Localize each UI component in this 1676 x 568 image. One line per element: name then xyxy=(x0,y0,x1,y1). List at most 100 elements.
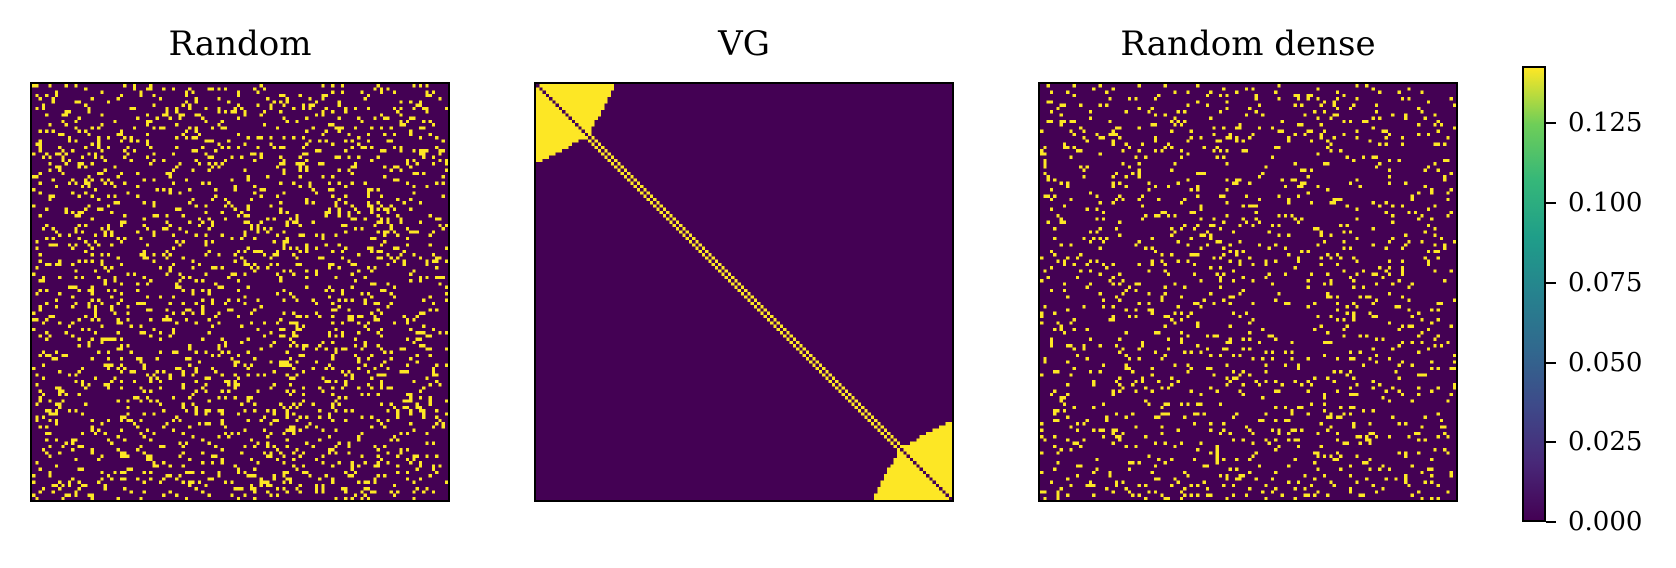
random-dense-heatmap-cell xyxy=(1391,113,1395,117)
random-heatmap-cell xyxy=(243,301,247,305)
random-dense-heatmap-cell xyxy=(1283,301,1287,305)
random-heatmap-cell xyxy=(337,197,341,201)
random-dense-heatmap-cell xyxy=(1423,116,1427,120)
vg-heatmap-cell xyxy=(542,110,546,114)
random-dense-heatmap-cell xyxy=(1176,305,1180,309)
random-dense-heatmap-cell xyxy=(1280,129,1284,133)
vg-heatmap-cell xyxy=(851,396,855,400)
random-heatmap-cell xyxy=(220,119,224,123)
random-dense-heatmap-cell xyxy=(1228,259,1232,263)
random-dense-heatmap-cell xyxy=(1348,106,1352,110)
vg-heatmap-cell xyxy=(896,464,900,468)
random-heatmap-cell xyxy=(363,480,367,484)
random-heatmap-cell xyxy=(366,321,370,325)
vg-heatmap-cell xyxy=(932,493,936,497)
random-heatmap-cell xyxy=(48,197,52,201)
random-heatmap-cell xyxy=(103,233,107,237)
vg-heatmap-cell xyxy=(922,490,926,494)
random-heatmap-cell xyxy=(412,149,416,153)
random-heatmap-cell xyxy=(246,350,250,354)
random-dense-heatmap-cell xyxy=(1140,379,1144,383)
random-heatmap-cell xyxy=(220,285,224,289)
random-dense-heatmap-cell xyxy=(1452,126,1456,130)
vg-heatmap-cell xyxy=(604,87,608,91)
vg-heatmap-cell xyxy=(539,90,543,94)
random-heatmap-cell xyxy=(379,422,383,426)
random-heatmap-cell xyxy=(331,110,335,114)
random-dense-heatmap-cell xyxy=(1368,441,1372,445)
vg-heatmap-cell xyxy=(932,470,936,474)
random-heatmap-cell xyxy=(321,132,325,136)
vg-heatmap-cell xyxy=(562,116,566,120)
random-dense-heatmap-cell xyxy=(1352,279,1356,283)
random-heatmap-cell xyxy=(41,103,45,107)
random-dense-heatmap-cell xyxy=(1394,477,1398,481)
random-dense-heatmap-cell xyxy=(1134,282,1138,286)
random-dense-heatmap-cell xyxy=(1300,383,1304,387)
vg-heatmap-cell xyxy=(929,474,933,478)
random-dense-heatmap-cell xyxy=(1166,214,1170,218)
random-heatmap-cell xyxy=(217,344,221,348)
random-dense-heatmap-cell xyxy=(1157,457,1161,461)
random-dense-heatmap-cell xyxy=(1066,145,1070,149)
random-dense-heatmap-cell xyxy=(1166,412,1170,416)
random-heatmap-cell xyxy=(87,132,91,136)
random-dense-heatmap-cell xyxy=(1235,126,1239,130)
vg-heatmap-cell xyxy=(903,467,907,471)
vg-heatmap-cell xyxy=(932,441,936,445)
vg-heatmap-cell xyxy=(623,175,627,179)
random-heatmap-cell xyxy=(337,103,341,107)
random-heatmap-cell xyxy=(51,243,55,247)
random-dense-heatmap-cell xyxy=(1446,158,1450,162)
random-heatmap-cell xyxy=(240,324,244,328)
random-dense-heatmap-cell xyxy=(1339,454,1343,458)
vg-heatmap-cell xyxy=(906,448,910,452)
random-heatmap-cell xyxy=(256,249,260,253)
vg-heatmap-cell xyxy=(575,110,579,114)
random-heatmap-cell xyxy=(324,106,328,110)
random-dense-heatmap-cell xyxy=(1404,243,1408,247)
vg-heatmap-cell xyxy=(945,422,949,426)
random-dense-heatmap-cell xyxy=(1040,279,1044,283)
vg-heatmap-cell xyxy=(877,496,881,500)
random-heatmap-cell xyxy=(220,145,224,149)
random-heatmap-cell xyxy=(308,181,312,185)
random-dense-heatmap-cell xyxy=(1085,262,1089,266)
vg-heatmap-cell xyxy=(750,295,754,299)
random-heatmap-cell xyxy=(292,106,296,110)
random-dense-heatmap-cell xyxy=(1192,457,1196,461)
random-heatmap-cell xyxy=(87,175,91,179)
random-heatmap-cell xyxy=(370,236,374,240)
random-heatmap-cell xyxy=(136,230,140,234)
vg-heatmap-cell xyxy=(568,100,572,104)
random-heatmap-cell xyxy=(344,201,348,205)
random-dense-heatmap-cell xyxy=(1374,435,1378,439)
vg-heatmap-cell xyxy=(539,129,543,133)
random-heatmap-cell xyxy=(337,181,341,185)
random-heatmap-cell xyxy=(97,207,101,211)
random-heatmap-cell xyxy=(366,292,370,296)
vg-heatmap-cell xyxy=(571,84,575,88)
random-heatmap-cell xyxy=(441,194,445,198)
random-dense-heatmap-cell xyxy=(1287,480,1291,484)
random-heatmap-cell xyxy=(119,129,123,133)
random-heatmap-cell xyxy=(188,126,192,130)
vg-heatmap-cell xyxy=(552,139,556,143)
random-dense-heatmap-cell xyxy=(1355,97,1359,101)
random-heatmap-cell xyxy=(110,266,114,270)
random-heatmap-cell xyxy=(142,201,146,205)
random-heatmap-cell xyxy=(350,139,354,143)
random-dense-heatmap-cell xyxy=(1293,428,1297,432)
random-heatmap-cell xyxy=(194,129,198,133)
vg-heatmap-cell xyxy=(916,451,920,455)
vg-heatmap-cell xyxy=(578,97,582,101)
random-dense-heatmap-cell xyxy=(1072,119,1076,123)
random-dense-heatmap-cell xyxy=(1423,373,1427,377)
random-dense-heatmap-cell xyxy=(1296,93,1300,97)
vg-heatmap-cell xyxy=(909,480,913,484)
random-dense-heatmap-cell xyxy=(1394,370,1398,374)
random-dense-heatmap-cell xyxy=(1062,288,1066,292)
random-heatmap-cell xyxy=(132,106,136,110)
random-dense-heatmap-cell xyxy=(1400,269,1404,273)
vg-heatmap-cell xyxy=(939,467,943,471)
